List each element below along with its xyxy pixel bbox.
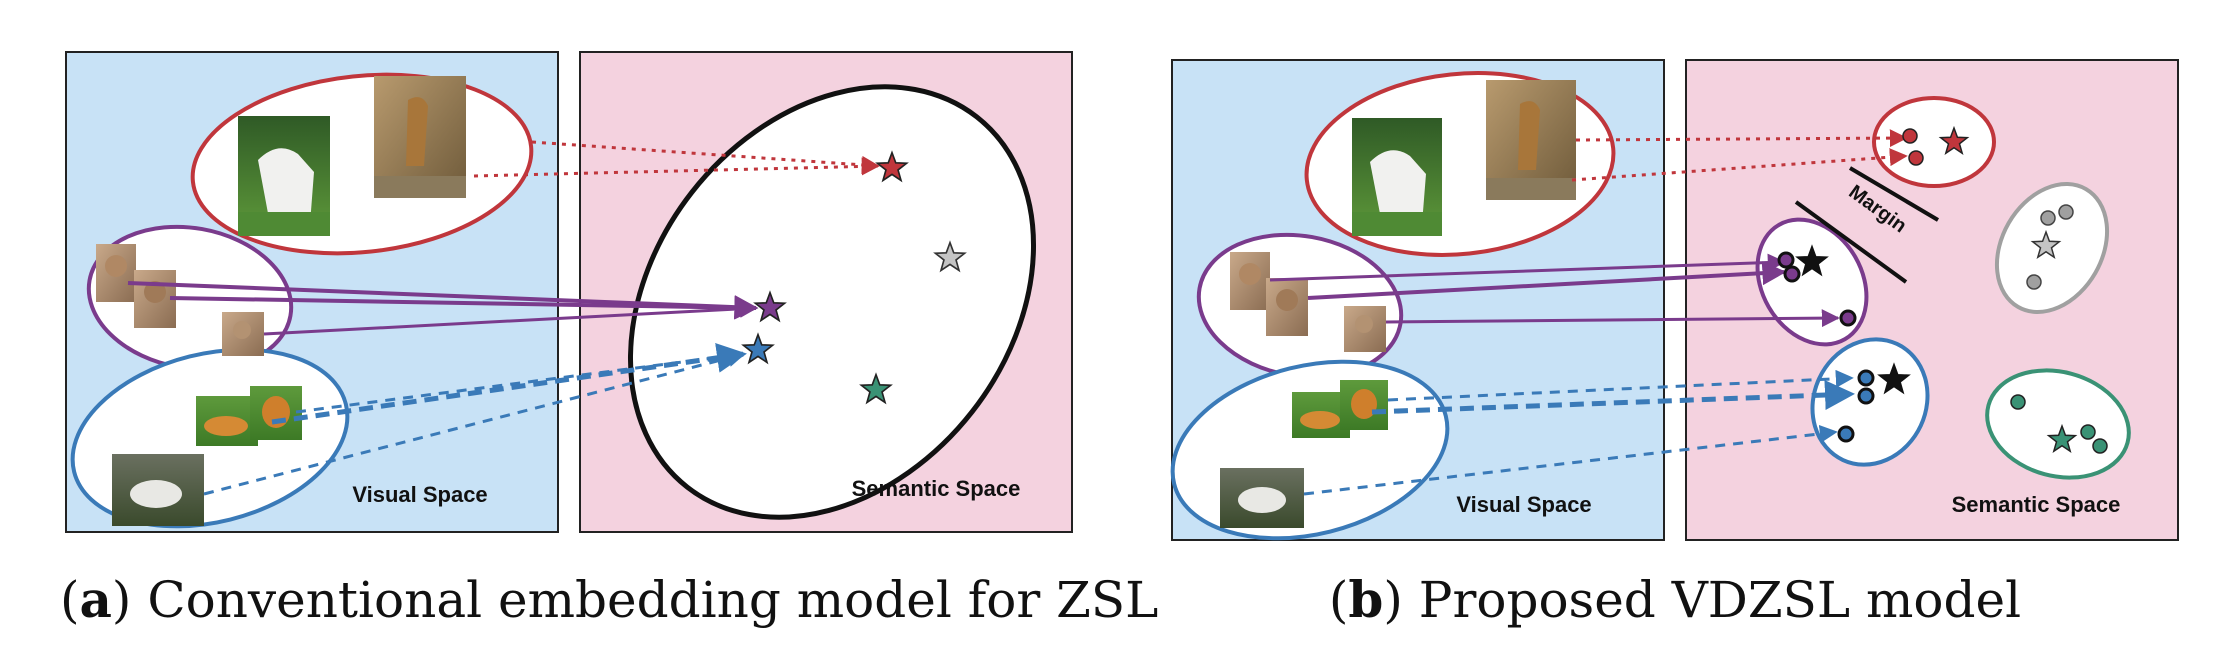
tiger-arrow-3 xyxy=(203,349,746,496)
green-point xyxy=(2080,424,2096,440)
horse-photo-2 xyxy=(1486,80,1576,200)
cat-point xyxy=(1783,265,1801,283)
white-tiger-photo xyxy=(112,454,204,526)
cat-point xyxy=(1839,309,1857,327)
green-point xyxy=(2010,394,2026,410)
cat-arrow-1 xyxy=(127,281,759,320)
cat-photo-2 xyxy=(1266,278,1308,336)
horse-photo-2 xyxy=(374,76,466,198)
tiger-arrow-1 xyxy=(1387,369,1854,402)
tiger-arrow-2 xyxy=(295,347,746,414)
horse-class-star xyxy=(1938,125,1970,156)
tiger-point xyxy=(1857,387,1875,405)
tiger-class-star xyxy=(1877,362,1911,395)
horse-semantic-cluster xyxy=(1872,96,1996,188)
tiger-photo-2 xyxy=(250,386,302,440)
cat-photo-2 xyxy=(134,270,176,328)
tiger-class-star xyxy=(741,332,775,365)
gray-point xyxy=(2058,204,2074,220)
caption-a: (a) Conventional embedding model for ZSL xyxy=(60,570,1159,629)
visual-space-label: Visual Space xyxy=(352,482,487,507)
caption-b: (b) Proposed VDZSL model xyxy=(1328,570,2022,629)
caption-b-text: Proposed VDZSL model xyxy=(1418,571,2022,629)
cat-arrow-1 xyxy=(1269,253,1786,282)
margin-line-1 xyxy=(1848,166,1940,222)
cat-class-star xyxy=(1795,244,1829,277)
cat-arrow-3 xyxy=(1385,309,1840,328)
cat-photo-3 xyxy=(1344,306,1386,352)
horse-photo-1 xyxy=(238,116,330,236)
caption-b-letter: b xyxy=(1348,570,1384,629)
gray-point xyxy=(2026,274,2042,290)
cat-photo-3 xyxy=(222,312,264,356)
horse-point xyxy=(1908,150,1924,166)
white-tiger-photo xyxy=(1220,468,1304,528)
tiger-arrow-2 xyxy=(1371,380,1855,415)
gray-class-star xyxy=(933,240,967,273)
cat-point xyxy=(1777,251,1795,269)
semantic-embedding-ellipse xyxy=(627,84,1037,520)
horse-arrow-2 xyxy=(473,157,880,178)
horse-photo-1 xyxy=(1352,118,1442,236)
green-point xyxy=(2092,438,2108,454)
caption-a-letter: a xyxy=(79,570,112,629)
semantic-space-label: Semantic Space xyxy=(1952,492,2121,517)
cat-arrow-2 xyxy=(1307,261,1787,300)
tiger-arrow-1 xyxy=(271,343,747,425)
visual-space-label: Visual Space xyxy=(1456,492,1591,517)
cat-arrow-3 xyxy=(263,299,758,336)
horse-class-star xyxy=(875,150,909,183)
gray-class-star xyxy=(2030,229,2062,260)
tiger-point xyxy=(1837,425,1855,443)
caption-a-text: Conventional embedding model for ZSL xyxy=(147,571,1159,629)
horse-point xyxy=(1902,128,1918,144)
margin-line-2 xyxy=(1794,200,1908,284)
green-class-star xyxy=(859,372,893,405)
panel-a: Visual Space Semantic Space xyxy=(65,51,1073,533)
panel-b: Margin Visual Space Semantic Space xyxy=(1170,59,2179,541)
semantic-space-label: Semantic Space xyxy=(852,476,1021,501)
tiger-photo-1 xyxy=(196,396,258,446)
horse-arrow-1 xyxy=(531,140,880,174)
green-class-star xyxy=(2046,423,2078,454)
cat-photo-1 xyxy=(96,244,136,302)
tiger-point xyxy=(1857,369,1875,387)
cat-arrow-2 xyxy=(169,295,759,320)
gray-point xyxy=(2040,210,2056,226)
tiger-photo-2 xyxy=(1340,380,1388,430)
cat-photo-1 xyxy=(1230,252,1270,310)
cat-class-star xyxy=(753,290,787,323)
